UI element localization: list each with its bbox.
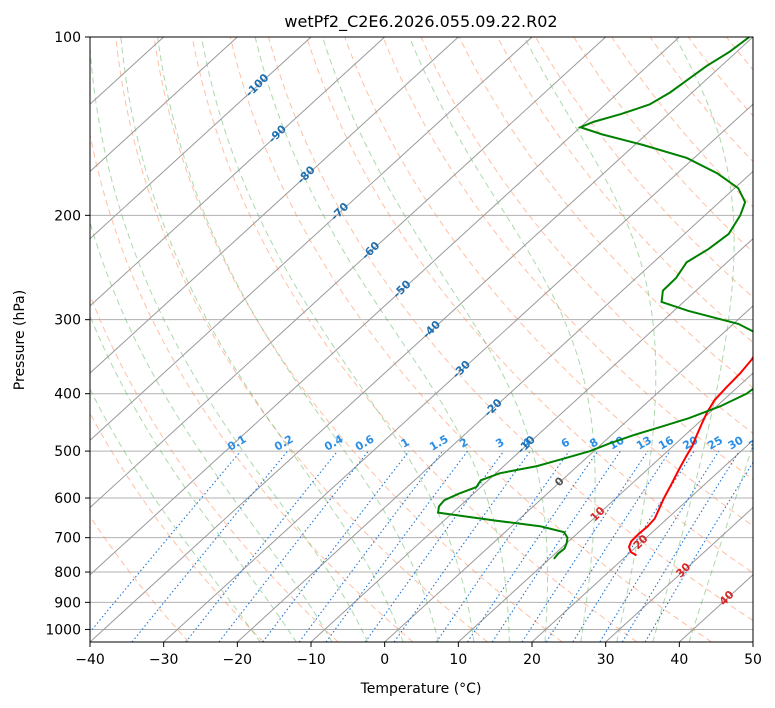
moist-adiabat xyxy=(688,443,753,642)
x-tick-label: −40 xyxy=(75,652,105,668)
y-tick-label: 300 xyxy=(54,313,81,329)
y-tick-label: 700 xyxy=(54,531,81,547)
dry-adiabat xyxy=(90,412,264,642)
dry-adiabat xyxy=(115,37,488,642)
y-tick-label: 600 xyxy=(54,491,81,507)
moist-adiabat xyxy=(120,37,404,642)
isotherm xyxy=(236,170,753,642)
dry-adiabat xyxy=(90,515,190,642)
moist-adiabat xyxy=(90,40,369,642)
mixing-ratio-line xyxy=(298,450,444,642)
mixing-ratio-line xyxy=(435,450,570,642)
x-tick-label: −30 xyxy=(149,652,179,668)
moist-adiabat xyxy=(200,37,475,642)
dry-adiabat xyxy=(306,37,753,574)
dry-adiabat xyxy=(90,293,339,642)
isotherm xyxy=(90,37,533,442)
mixing-ratio-line xyxy=(572,450,695,642)
isotherm xyxy=(605,506,753,642)
y-tick-label: 800 xyxy=(54,565,81,581)
y-tick-label: 500 xyxy=(54,444,81,460)
isotherm xyxy=(90,37,753,642)
dry-adiabat xyxy=(611,37,753,208)
isotherm xyxy=(384,305,753,642)
moist-adiabat xyxy=(90,387,261,642)
dry-adiabat xyxy=(420,37,753,435)
mixing-ratio-line xyxy=(521,450,649,642)
mixing-ratio-line xyxy=(262,450,410,642)
moist-adiabat xyxy=(652,37,735,642)
dry-adiabat xyxy=(153,37,563,642)
isotherm xyxy=(310,237,753,642)
y-tick-label: 200 xyxy=(54,208,81,224)
mixing-ratio-line xyxy=(90,450,242,633)
mixing-ratio-line xyxy=(131,450,289,642)
mixing-ratio-line xyxy=(467,450,599,642)
mixing-ratio-line xyxy=(364,450,505,642)
mixing-ratio-line xyxy=(325,450,468,642)
moist-adiabat xyxy=(408,37,596,642)
isotherm xyxy=(163,103,753,642)
y-tick-label: 1000 xyxy=(45,622,81,638)
chart-title: wetPf2_C2E6.2026.055.09.22.R02 xyxy=(284,12,557,32)
x-tick-label: 20 xyxy=(523,652,541,668)
mixing-ratio-label: 36 xyxy=(746,433,766,452)
isotherm xyxy=(90,37,312,240)
dry-adiabat xyxy=(191,37,638,642)
dry-adiabat xyxy=(229,37,712,642)
isotherm xyxy=(90,37,238,173)
temperature-profile xyxy=(627,355,753,557)
dewpoint-profile xyxy=(436,37,753,560)
x-tick-label: 0 xyxy=(380,652,389,668)
isotherm xyxy=(90,37,607,509)
x-axis-label: Temperature (°C) xyxy=(360,681,482,697)
mixing-ratio-line xyxy=(393,450,531,642)
y-tick-label: 900 xyxy=(54,595,81,611)
dry-adiabat xyxy=(268,37,753,622)
x-tick-label: −10 xyxy=(296,652,326,668)
y-axis-label: Pressure (hPa) xyxy=(12,290,28,390)
mixing-ratio-line xyxy=(491,450,621,642)
moist-adiabat xyxy=(157,37,439,642)
isotherm xyxy=(90,37,680,576)
moist-adiabat xyxy=(90,220,333,642)
y-tick-label: 400 xyxy=(54,387,81,403)
isotherm xyxy=(531,439,753,642)
moist-adiabat xyxy=(254,37,510,642)
isotherm xyxy=(457,372,753,642)
isotherm xyxy=(90,37,386,307)
plot-frame xyxy=(89,36,754,643)
isotherm xyxy=(90,37,459,374)
x-tick-label: 30 xyxy=(597,652,615,668)
dry-adiabat xyxy=(496,37,753,344)
dry-adiabat xyxy=(382,37,753,481)
x-tick-label: −20 xyxy=(223,652,253,668)
mixing-ratio-line xyxy=(621,450,740,642)
mixing-ratio-line xyxy=(185,450,338,642)
dry-adiabat xyxy=(344,37,753,527)
x-tick-label: 40 xyxy=(670,652,688,668)
x-tick-label: 10 xyxy=(449,652,467,668)
moist-adiabat xyxy=(322,37,548,642)
x-tick-label: 50 xyxy=(744,652,762,668)
mixing-ratio-line xyxy=(545,450,671,642)
y-tick-label: 100 xyxy=(54,30,81,46)
